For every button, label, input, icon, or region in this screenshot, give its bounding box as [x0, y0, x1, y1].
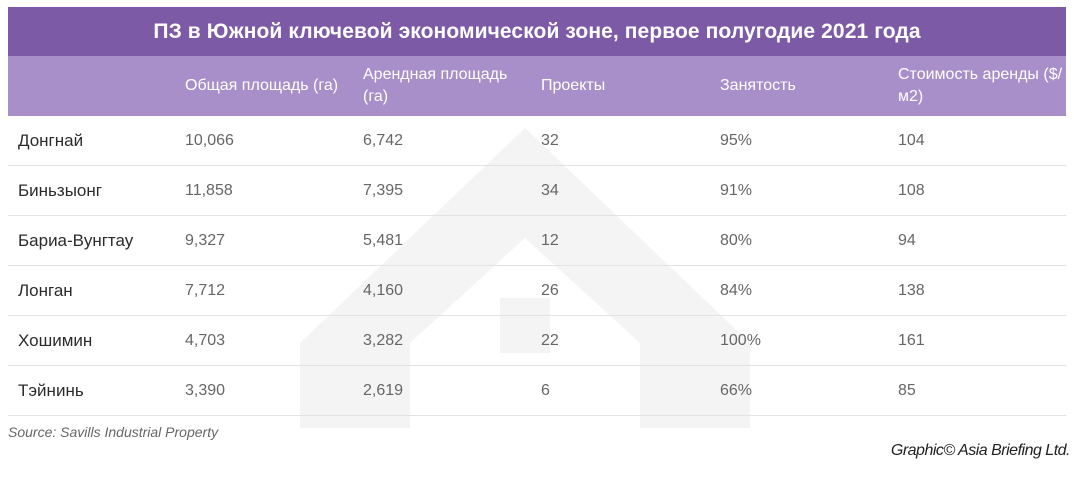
total-area-value: 3,390	[185, 381, 226, 399]
leasable-area-value: 3,282	[363, 331, 404, 349]
total-area-value: 4,703	[185, 331, 226, 349]
projects-value: 6	[541, 381, 550, 399]
total-area-value: 9,327	[185, 231, 226, 249]
table-title: ПЗ в Южной ключевой экономической зоне, …	[8, 7, 1066, 56]
occupancy-value: 91%	[720, 181, 753, 199]
leasable-area-value: 7,395	[363, 181, 404, 199]
rent-value: 108	[898, 181, 925, 199]
column-header-projects: Проекты	[541, 77, 606, 94]
projects-value: 32	[541, 131, 559, 149]
occupancy-value: 80%	[720, 231, 753, 249]
province-name: Донгнай	[18, 130, 84, 150]
province-name: Хошимин	[18, 330, 93, 350]
graphic-credit: Graphic© Asia Briefing Ltd.	[890, 442, 1071, 459]
rent-value: 104	[898, 131, 925, 149]
occupancy-value: 100%	[720, 331, 761, 349]
table-row: Тэйнинь 3,390 2,619 6 66% 85	[8, 366, 1066, 416]
table-row: Донгнай 10,066 6,742 32 95% 104	[8, 116, 1066, 166]
province-name: Тэйнинь	[18, 380, 84, 400]
table-row: Хошимин 4,703 3,282 22 100% 161	[8, 316, 1066, 366]
total-area-value: 10,066	[185, 131, 234, 149]
table-row: Бариа-Вунгтау 9,327 5,481 12 80% 94	[8, 216, 1066, 266]
table-header: Общая площадь (га) Арендная площадь (га)…	[8, 56, 1066, 116]
column-header-occupancy: Занятость	[720, 77, 796, 94]
occupancy-value: 84%	[720, 281, 753, 299]
projects-value: 22	[541, 331, 559, 349]
column-header-leasable-area: Арендная площадь (га)	[363, 66, 508, 105]
column-header-total-area: Общая площадь (га)	[185, 77, 339, 94]
total-area-value: 11,858	[185, 181, 233, 199]
leasable-area-value: 5,481	[363, 231, 404, 249]
source-note: Source: Savills Industrial Property	[8, 424, 219, 440]
rent-value: 85	[898, 381, 916, 399]
province-name: Бариа-Вунгтау	[18, 230, 134, 250]
leasable-area-value: 2,619	[363, 381, 404, 399]
rent-value: 161	[898, 331, 925, 349]
occupancy-value: 66%	[720, 381, 753, 399]
province-name: Лонган	[18, 280, 73, 300]
column-header-rent: Стоимость аренды ($/м2)	[898, 66, 1063, 105]
leasable-area-value: 6,742	[363, 131, 404, 149]
leasable-area-value: 4,160	[363, 281, 404, 299]
rent-value: 138	[898, 281, 925, 299]
occupancy-value: 95%	[720, 131, 753, 149]
projects-value: 26	[541, 281, 559, 299]
total-area-value: 7,712	[185, 281, 226, 299]
projects-value: 34	[541, 181, 559, 199]
rent-value: 94	[898, 231, 916, 249]
projects-value: 12	[541, 231, 559, 249]
table-row: Биньзыонг 11,858 7,395 34 91% 108	[8, 166, 1066, 216]
province-name: Биньзыонг	[18, 180, 102, 200]
table-row: Лонган 7,712 4,160 26 84% 138	[8, 266, 1066, 316]
